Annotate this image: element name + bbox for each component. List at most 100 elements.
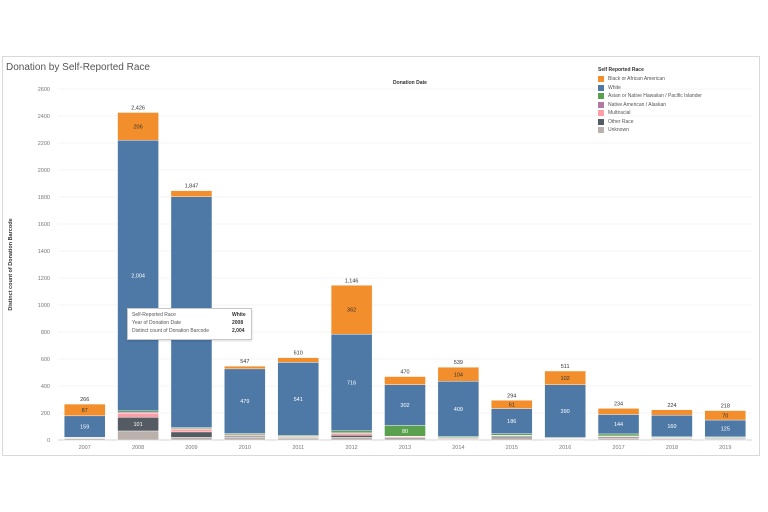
bar-total-label: 511 xyxy=(561,364,570,370)
y-tick-label: 1400 xyxy=(38,249,50,255)
chart-title: Donation by Self-Reported Race xyxy=(6,62,150,73)
bar-total-label: 218 xyxy=(721,404,730,410)
legend-label: Native American / Alaskan xyxy=(608,101,667,108)
bar-total-label: 539 xyxy=(454,360,463,366)
tooltip-row-race: Self-Reported Race White xyxy=(132,312,247,320)
bar-total-label: 234 xyxy=(614,401,623,407)
tooltip-value: 2,004 xyxy=(232,328,245,334)
bar-segment-label: 362 xyxy=(347,308,356,314)
bar-segment-label: 80 xyxy=(402,429,408,435)
legend: Self Reported Race Black or African Amer… xyxy=(598,67,748,135)
legend-swatch xyxy=(598,76,604,83)
bar-segment xyxy=(277,357,319,363)
bar-segment xyxy=(330,433,373,436)
bar-segment xyxy=(651,409,693,416)
bar-segment xyxy=(330,430,373,434)
legend-label: Unknown xyxy=(608,127,629,134)
legend-label: Asian or Native Hawaiian / Pacific Islan… xyxy=(608,93,702,100)
legend-item[interactable]: White xyxy=(598,84,748,93)
bar-segment xyxy=(170,431,213,438)
bar-segment-label: 160 xyxy=(667,424,676,430)
legend-swatch xyxy=(598,118,604,125)
y-tick-label: 2600 xyxy=(38,87,50,93)
legend-item[interactable]: Black or African American xyxy=(598,75,748,84)
tooltip-value: White xyxy=(232,312,246,318)
bar-segment-label: 144 xyxy=(614,422,623,428)
bar-segment xyxy=(63,438,106,441)
legend-label: Other Race xyxy=(608,118,634,125)
bar-total-label: 224 xyxy=(667,403,676,409)
y-tick-label: 1600 xyxy=(38,222,50,228)
y-tick-label: 2400 xyxy=(38,114,50,120)
bar-segment xyxy=(491,433,533,436)
legend-items: Black or African American White Asian or N… xyxy=(598,75,748,135)
legend-item[interactable]: Multiracial xyxy=(598,109,748,118)
bar-segment-label: 390 xyxy=(561,409,570,415)
y-axis-title: Distinct count of Donation Barcode xyxy=(8,218,14,310)
legend-swatch xyxy=(598,101,604,108)
bar-segment xyxy=(544,370,586,385)
bar-segment-label: 479 xyxy=(240,399,249,405)
tooltip-key: Self-Reported Race xyxy=(132,312,176,318)
y-tick-label: 1000 xyxy=(38,303,50,309)
bar-segment xyxy=(277,362,319,436)
y-tick-label: 200 xyxy=(41,411,50,417)
x-tick-label: 2016 xyxy=(559,445,571,451)
tooltip-value: 2008 xyxy=(232,320,244,326)
bar-segment-label: 159 xyxy=(80,425,89,431)
legend-title: Self Reported Race xyxy=(598,67,644,73)
legend-swatch xyxy=(598,127,604,134)
bar-segment-label: 206 xyxy=(133,124,142,130)
bar-total-label: 294 xyxy=(507,393,516,399)
y-tick-label: 400 xyxy=(41,384,50,390)
bar-segment-label: 409 xyxy=(454,407,463,413)
legend-item[interactable]: Unknown xyxy=(598,126,748,135)
bar-segment xyxy=(63,403,106,417)
bar-segment-label: 102 xyxy=(561,376,570,382)
legend-swatch xyxy=(598,110,604,117)
bar-segment xyxy=(437,367,480,382)
bar-segment-label: 70 xyxy=(722,413,728,419)
y-tick-label: 2000 xyxy=(38,168,50,174)
y-tick-label: 1200 xyxy=(38,276,50,282)
bar-segment xyxy=(330,285,373,335)
tooltip-row-count: Distinct count of Donation Barcode 2,004 xyxy=(132,328,247,336)
y-tick-label: 800 xyxy=(41,330,50,336)
bar-segment xyxy=(170,190,213,197)
bar-segment xyxy=(170,437,213,441)
bar-segment xyxy=(117,140,159,412)
y-tick-label: 600 xyxy=(41,357,50,363)
tooltip-key: Distinct count of Donation Barcode xyxy=(132,328,209,334)
bar-segment-label: 716 xyxy=(347,380,356,386)
x-tick-label: 2007 xyxy=(79,445,91,451)
legend-item[interactable]: Native American / Alaskan xyxy=(598,101,748,110)
bar-segment-label: 302 xyxy=(400,403,409,409)
legend-label: Multiracial xyxy=(608,110,631,117)
x-tick-label: 2011 xyxy=(292,445,304,451)
bar-segment xyxy=(224,368,266,434)
bar-total-label: 266 xyxy=(80,397,89,403)
bar-total-label: 1,146 xyxy=(345,278,359,284)
bar-segment xyxy=(330,333,373,432)
bar-segment xyxy=(330,437,373,441)
y-tick-label: 1800 xyxy=(38,195,50,201)
legend-item[interactable]: Asian or Native Hawaiian / Pacific Islan… xyxy=(598,92,748,101)
bar-segment xyxy=(224,433,266,436)
bar-segment xyxy=(384,384,426,426)
bar-total-label: 610 xyxy=(294,351,303,357)
tooltip-key: Year of Donation Date xyxy=(132,320,182,326)
bar-segment-label: 104 xyxy=(454,372,463,378)
bar-segment xyxy=(491,408,533,434)
tooltip-row-year: Year of Donation Date 2008 xyxy=(132,320,247,328)
legend-swatch xyxy=(598,84,604,91)
legend-swatch xyxy=(598,93,604,100)
legend-item[interactable]: Other Race xyxy=(598,118,748,127)
bar-segment xyxy=(597,433,640,437)
bar-segment xyxy=(117,410,159,413)
bar-segment xyxy=(491,400,533,409)
bar-total-label: 547 xyxy=(240,359,249,365)
legend-label: White xyxy=(608,84,621,91)
bar-segment xyxy=(117,112,159,141)
bar-segment xyxy=(170,429,213,433)
bar-total-label: 470 xyxy=(400,370,409,376)
